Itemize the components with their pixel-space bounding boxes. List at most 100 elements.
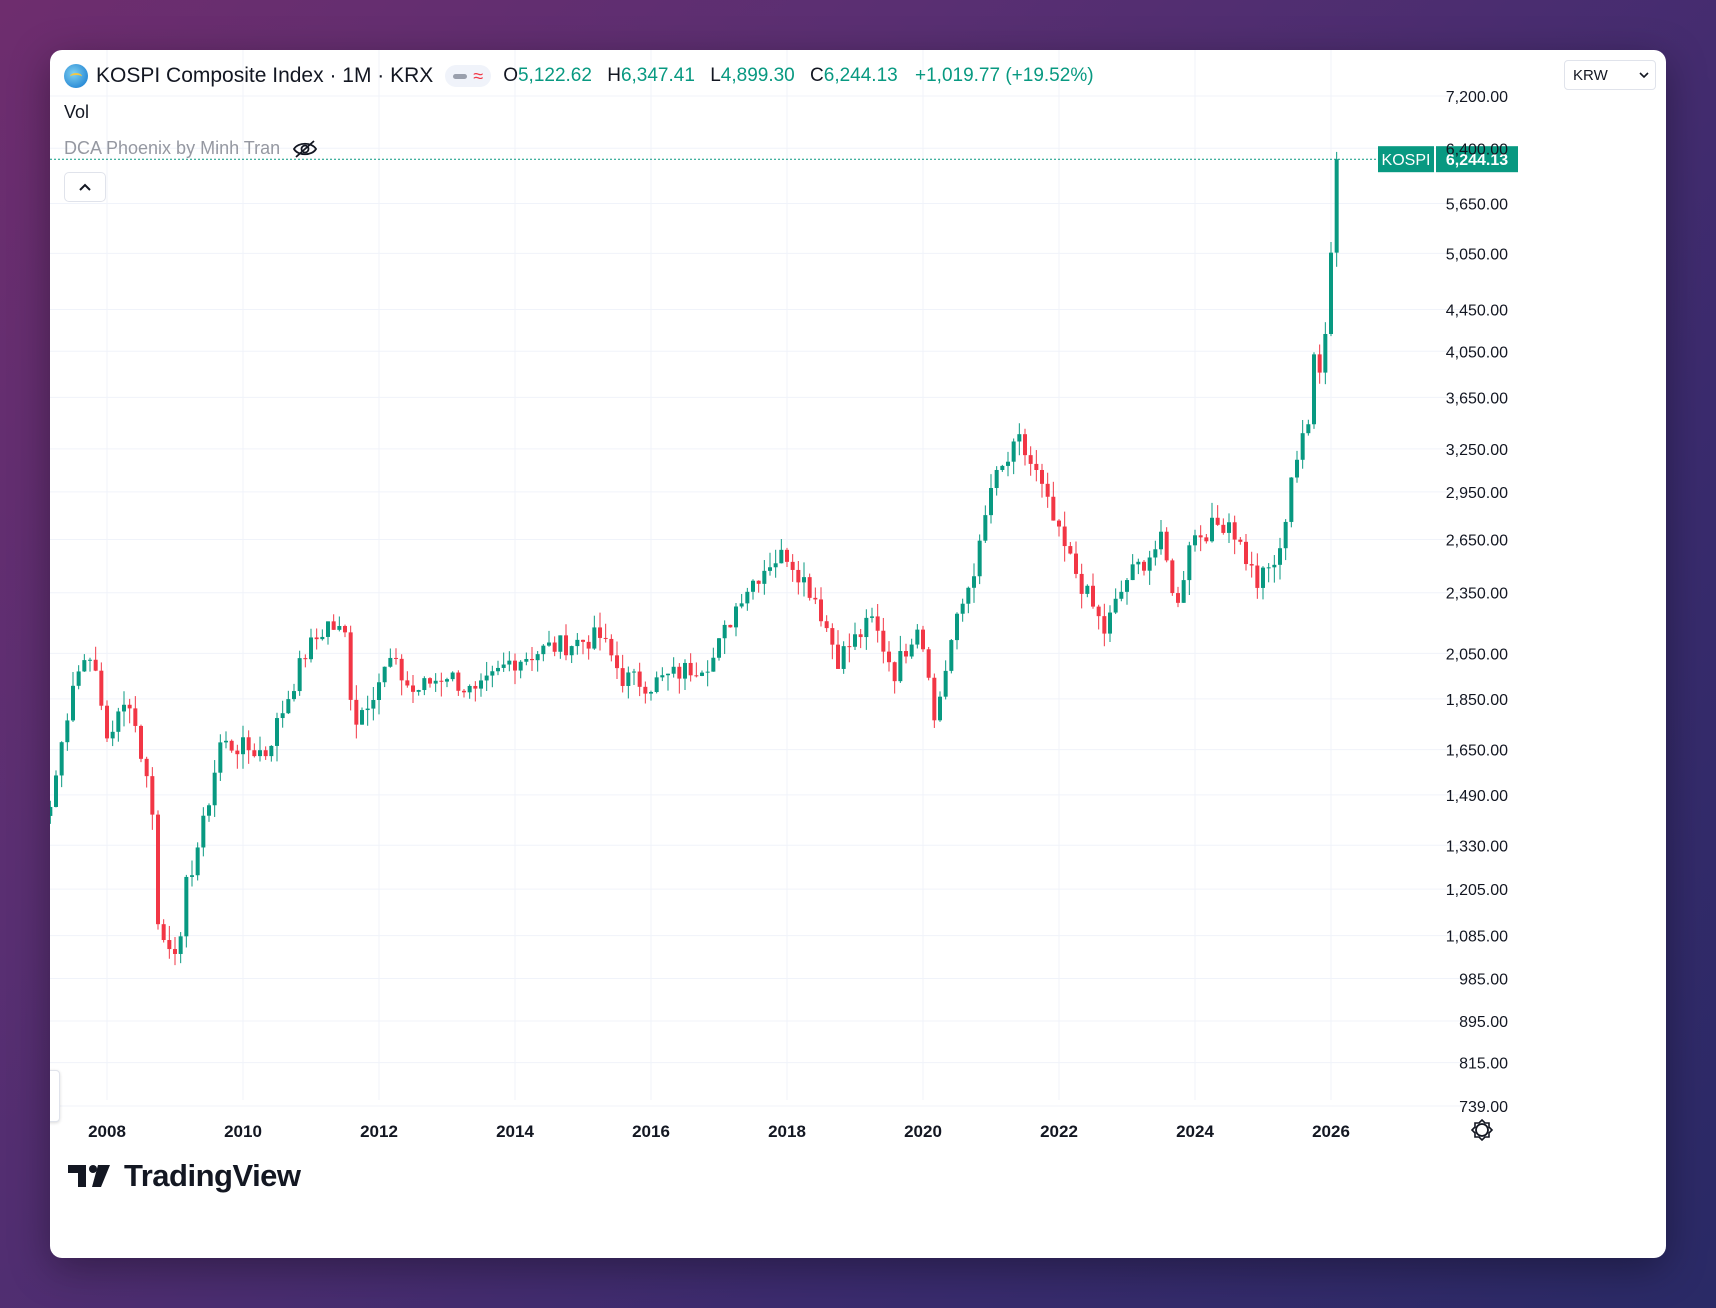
candle-body <box>258 750 262 757</box>
candle-body <box>836 644 840 669</box>
open-label: O <box>503 65 518 86</box>
gear-icon[interactable] <box>1470 1118 1494 1142</box>
candle-body <box>416 690 421 692</box>
candle-body <box>354 699 359 725</box>
price-tag-bg <box>1436 146 1518 173</box>
candle-body <box>1091 585 1095 607</box>
eye-off-icon[interactable] <box>292 139 318 159</box>
high-value: 6,347.41 <box>620 65 695 86</box>
candle-body <box>603 637 608 639</box>
candle-body <box>1204 537 1209 542</box>
symbol-tag-bg <box>1378 146 1434 173</box>
gear-icon-teeth <box>1470 1118 1494 1142</box>
visibility-toggle[interactable]: ≈ <box>445 65 492 87</box>
candle-body <box>1176 593 1180 603</box>
candle-body <box>1108 612 1112 634</box>
candle-body <box>82 660 87 672</box>
candle-body <box>632 671 636 673</box>
candle-body <box>547 642 551 646</box>
candle-body <box>983 515 988 541</box>
candle-body <box>830 628 835 645</box>
candle-body <box>564 635 568 656</box>
chevron-down-icon <box>1639 72 1649 79</box>
candle-body <box>445 679 449 682</box>
candle-body <box>127 704 132 709</box>
candle-body <box>819 599 823 622</box>
candle-body <box>575 639 580 647</box>
candle-body <box>144 758 149 777</box>
candle-body <box>326 621 330 637</box>
candle-body <box>110 731 115 739</box>
candle-body <box>637 671 642 687</box>
change-value: +1,019.77 (+19.52%) <box>915 65 1094 86</box>
candle-body <box>269 745 274 757</box>
chart-card: KOSPI 6,244.13 7,200.00 6,400.00 5,650.00 5,… <box>50 50 1666 1258</box>
candle-body <box>348 632 353 700</box>
candle-body <box>626 672 631 686</box>
candle-body <box>751 580 755 592</box>
candle-body <box>1272 564 1277 568</box>
candle-body <box>717 638 721 658</box>
candle-body <box>1068 546 1073 554</box>
currency-select[interactable]: KRW <box>1564 60 1656 90</box>
candle-body <box>513 660 517 671</box>
price-tag-value: 6,244.13 <box>1446 152 1508 169</box>
candle-body <box>382 666 387 683</box>
candle-body <box>360 710 364 725</box>
candle-body <box>1102 616 1107 634</box>
indicator-label[interactable]: DCA Phoenix by Minh Tran <box>64 138 281 158</box>
candle-body <box>1119 591 1124 599</box>
candle-body <box>59 742 64 776</box>
candle-body <box>841 646 846 669</box>
volume-indicator-label[interactable]: Vol <box>64 102 90 122</box>
wave-icon: ≈ <box>473 66 484 86</box>
candle-body <box>700 672 704 676</box>
x-tick-label: 2016 <box>632 1122 670 1141</box>
symbol-header: KOSPI Composite Index · 1M · KRX ≈ O5,12… <box>64 62 1094 90</box>
symbol-title[interactable]: KOSPI Composite Index · 1M · KRX <box>96 64 434 87</box>
y-tick-label: 3,650.00 <box>1446 390 1508 407</box>
candle-body <box>1028 455 1033 464</box>
candle-body <box>892 662 897 682</box>
low-label: L <box>710 65 721 86</box>
y-tick-label: 5,650.00 <box>1446 197 1508 214</box>
side-panel-handle[interactable] <box>50 1070 60 1122</box>
candle-body <box>297 658 302 692</box>
candle-body <box>184 876 189 937</box>
y-tick-label: 5,050.00 <box>1446 246 1508 263</box>
candle-body <box>1261 567 1265 588</box>
high-label: H <box>607 65 621 86</box>
candle-body <box>1023 434 1027 456</box>
candle-body <box>643 686 648 694</box>
candlestick-chart[interactable]: KOSPI 6,244.13 7,200.00 6,400.00 5,650.00 5,… <box>50 50 1666 1258</box>
candle-body <box>88 659 92 661</box>
y-tick-label: 895.00 <box>1459 1014 1508 1031</box>
x-tick-label: 2020 <box>904 1122 942 1141</box>
close-value: 6,244.13 <box>823 65 898 86</box>
candle-body <box>1323 333 1328 373</box>
y-tick-label: 2,950.00 <box>1446 485 1508 502</box>
candle-body <box>411 685 415 692</box>
candle-body <box>943 670 948 697</box>
candle-body <box>275 718 279 746</box>
candle-body <box>309 637 313 660</box>
candle-body <box>694 675 699 677</box>
candle-body <box>1000 465 1005 470</box>
candle-body <box>490 671 495 676</box>
candle-body <box>654 677 659 692</box>
candle-body <box>938 696 942 721</box>
candle-body <box>1017 434 1022 442</box>
y-tick-label: 4,050.00 <box>1446 344 1508 361</box>
open-value: 5,122.62 <box>517 65 592 86</box>
candle-body <box>229 740 234 751</box>
candle-body <box>365 708 370 711</box>
candle-body <box>569 646 574 656</box>
candle-body <box>377 682 381 700</box>
candle-body <box>722 624 727 639</box>
collapse-legend-button[interactable] <box>64 172 106 202</box>
candle-body <box>65 720 70 743</box>
candle-body <box>541 645 546 655</box>
candle-body <box>518 661 523 671</box>
candle-body <box>966 587 971 604</box>
y-tick-label: 739.00 <box>1459 1099 1508 1116</box>
